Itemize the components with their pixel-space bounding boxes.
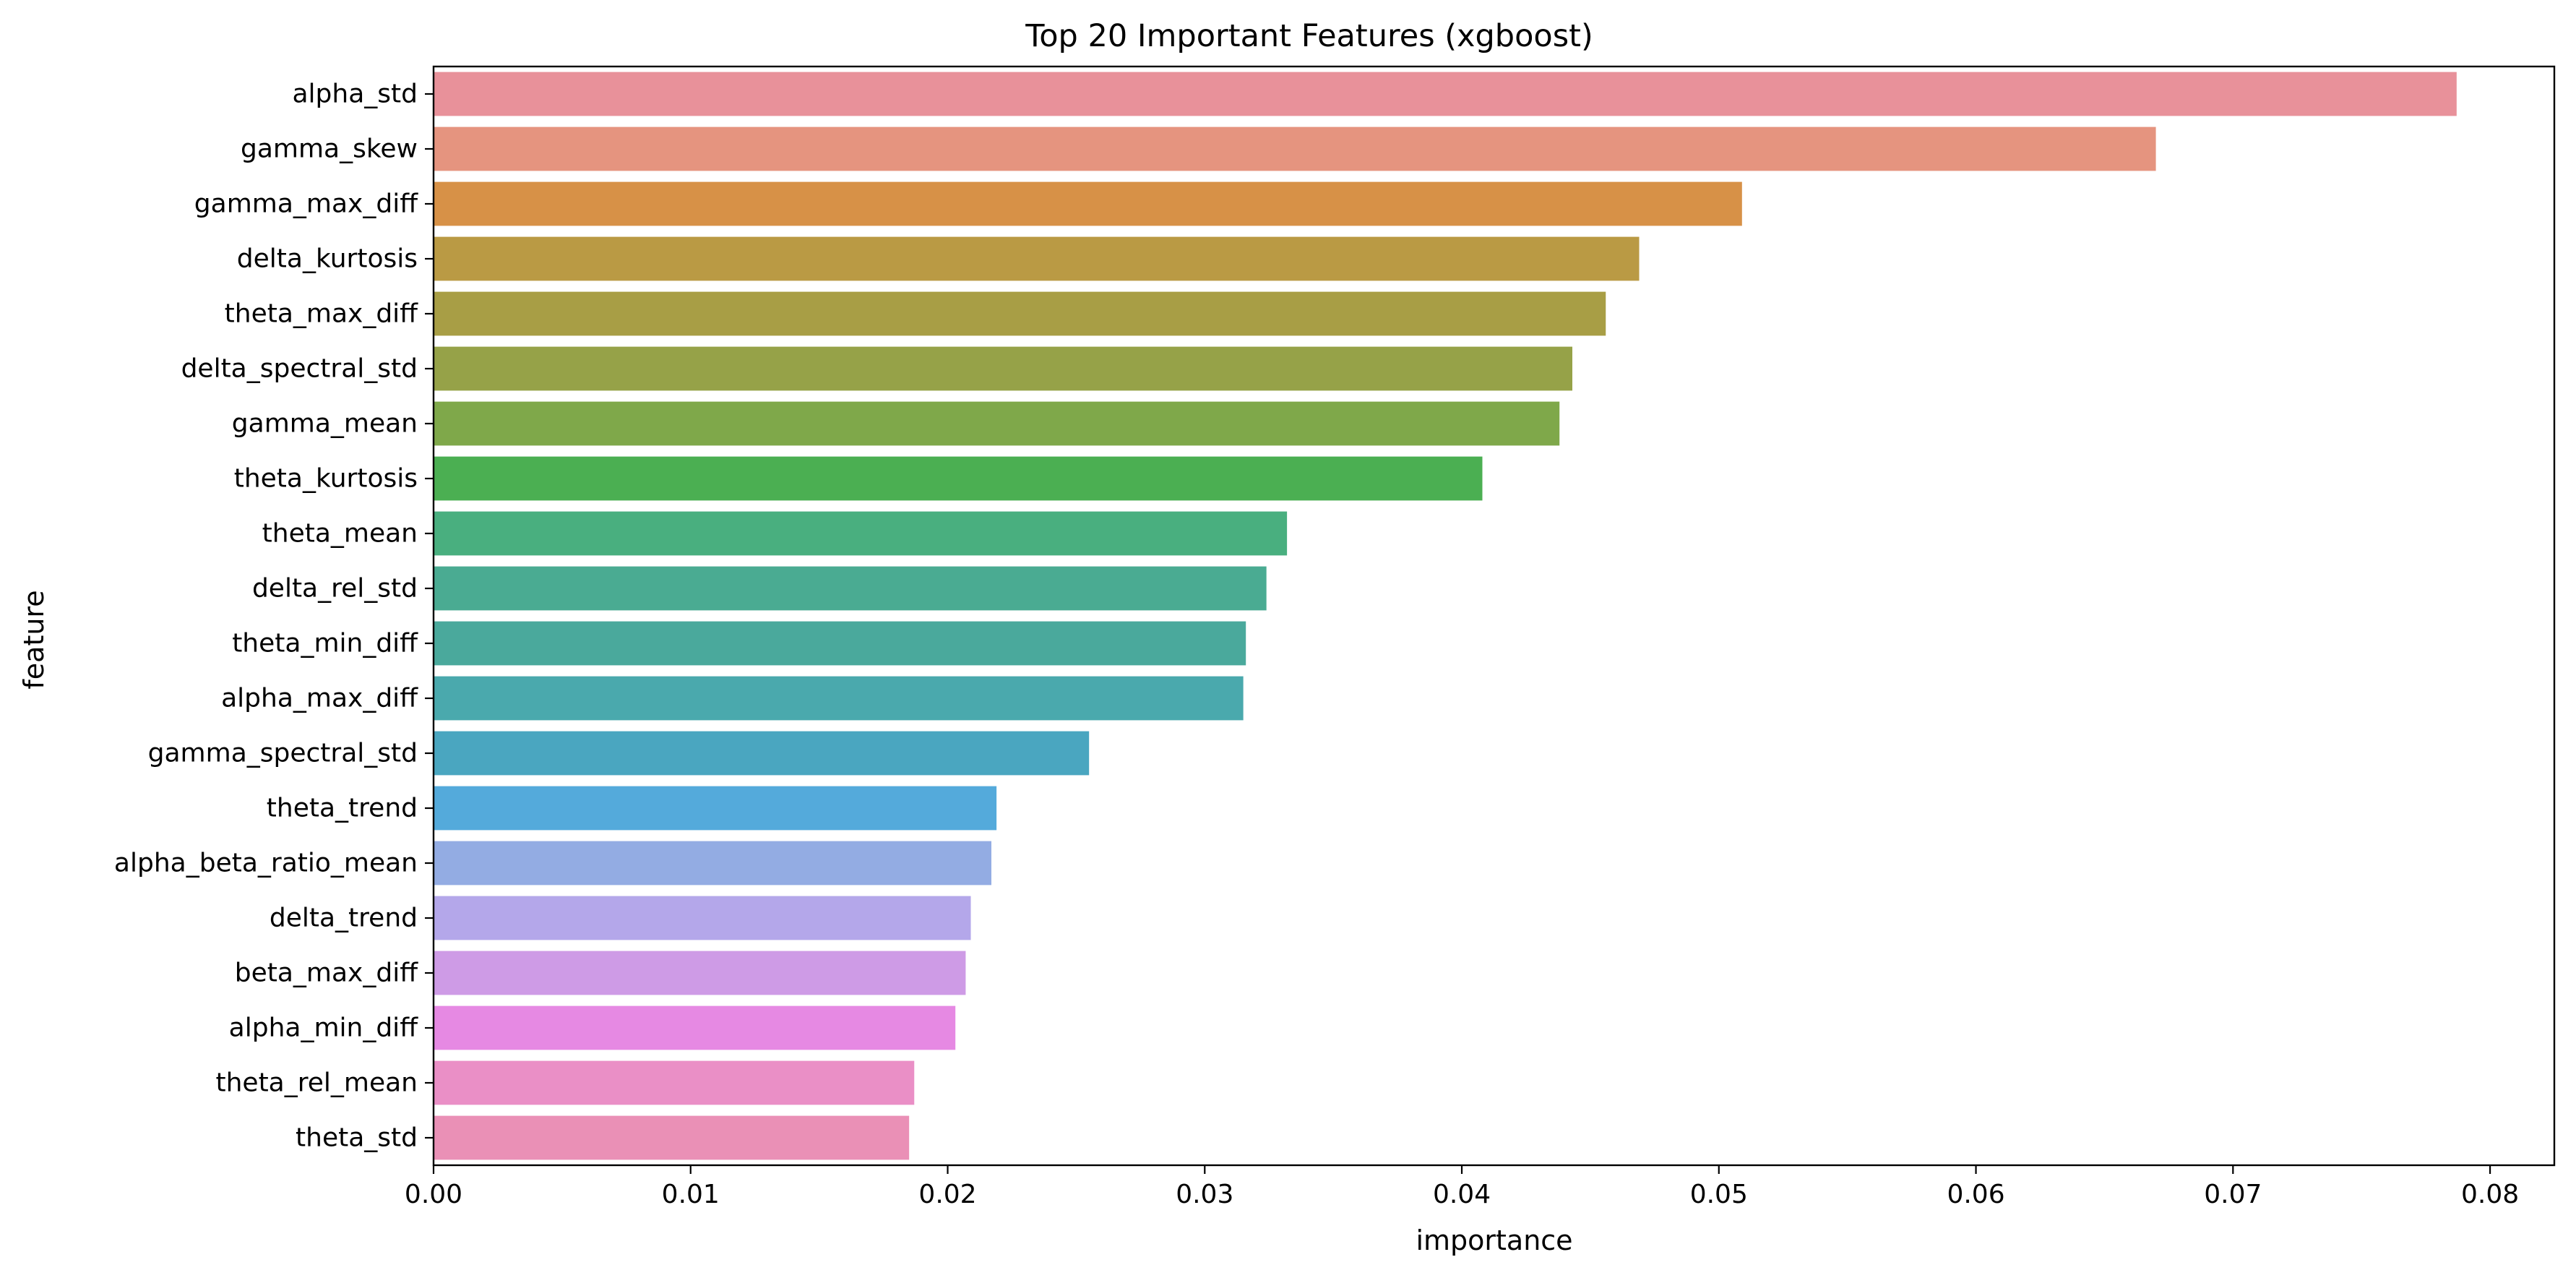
bar-theta-std: [434, 1115, 910, 1160]
y-tick-label: alpha_std: [292, 80, 418, 109]
bar-theta-max-diff: [434, 291, 1606, 336]
y-tick-label: delta_rel_std: [252, 574, 418, 604]
y-tick-label: alpha_beta_ratio_mean: [114, 849, 418, 878]
x-axis-label: importance: [1416, 1225, 1572, 1256]
y-tick-label: delta_kurtosis: [237, 244, 418, 274]
bar-alpha-min-diff: [434, 1005, 956, 1050]
y-tick-label: theta_mean: [262, 519, 418, 549]
bar-theta-trend: [434, 786, 997, 831]
plot-frame: [432, 65, 2556, 1167]
x-ticks-group: 0.00 0.01 0.02 0.03 0.04 0.05 0.06 0.07 0.08: [405, 1165, 2519, 1209]
bar-delta-rel-std: [434, 566, 1267, 611]
bar-beta-max-diff: [434, 951, 966, 995]
y-tick-label: theta_std: [296, 1123, 418, 1153]
y-tick-label: beta_max_diff: [235, 958, 418, 988]
bar-delta-trend: [434, 896, 971, 940]
bar-delta-spectral-std: [434, 346, 1573, 391]
x-tick-label: 0.04: [1433, 1180, 1491, 1209]
x-tick-label: 0.01: [662, 1180, 720, 1209]
y-tick-label: alpha_min_diff: [229, 1013, 419, 1043]
y-tick-label: theta_max_diff: [225, 299, 419, 329]
x-tick-label: 0.03: [1176, 1180, 1233, 1209]
bar-gamma-max-diff: [434, 181, 1742, 226]
chart-title: Top 20 Important Features (xgboost): [1025, 18, 1593, 54]
y-tick-label: delta_spectral_std: [181, 354, 418, 384]
y-tick-label: gamma_skew: [241, 134, 418, 164]
y-tick-label: delta_trend: [270, 904, 418, 933]
bar-theta-mean: [434, 511, 1288, 556]
y-tick-label: gamma_spectral_std: [148, 739, 418, 768]
y-tick-label: theta_kurtosis: [234, 464, 418, 494]
x-tick-label: 0.06: [1947, 1180, 2004, 1209]
y-tick-label: gamma_max_diff: [194, 189, 418, 219]
bars-group: [434, 72, 2457, 1160]
y-tick-label: theta_rel_mean: [215, 1068, 418, 1098]
x-tick-label: 0.02: [918, 1180, 976, 1209]
bar-alpha-beta-ratio-mean: [434, 841, 991, 885]
x-tick-label: 0.08: [2461, 1180, 2519, 1209]
y-ticks-group: alpha_std gamma_skew gamma_max_diff delta_k…: [114, 80, 434, 1153]
bar-theta-rel-mean: [434, 1060, 915, 1105]
y-tick-label: theta_min_diff: [232, 629, 418, 659]
bar-gamma-mean: [434, 401, 1560, 446]
y-tick-label: gamma_mean: [232, 409, 418, 439]
x-tick-label: 0.05: [1690, 1180, 1748, 1209]
bar-alpha-std: [434, 72, 2457, 116]
bar-gamma-skew: [434, 126, 2156, 171]
y-axis-label: feature: [18, 590, 50, 689]
bar-alpha-max-diff: [434, 676, 1244, 721]
bar-theta-kurtosis: [434, 456, 1483, 501]
y-tick-label: alpha_max_diff: [221, 684, 418, 713]
bar-delta-kurtosis: [434, 236, 1640, 281]
x-tick-label: 0.07: [2204, 1180, 2262, 1209]
x-tick-label: 0.00: [405, 1180, 462, 1209]
bar-gamma-spectral-std: [434, 731, 1090, 776]
bar-theta-min-diff: [434, 621, 1246, 666]
y-tick-label: theta_trend: [267, 794, 418, 823]
